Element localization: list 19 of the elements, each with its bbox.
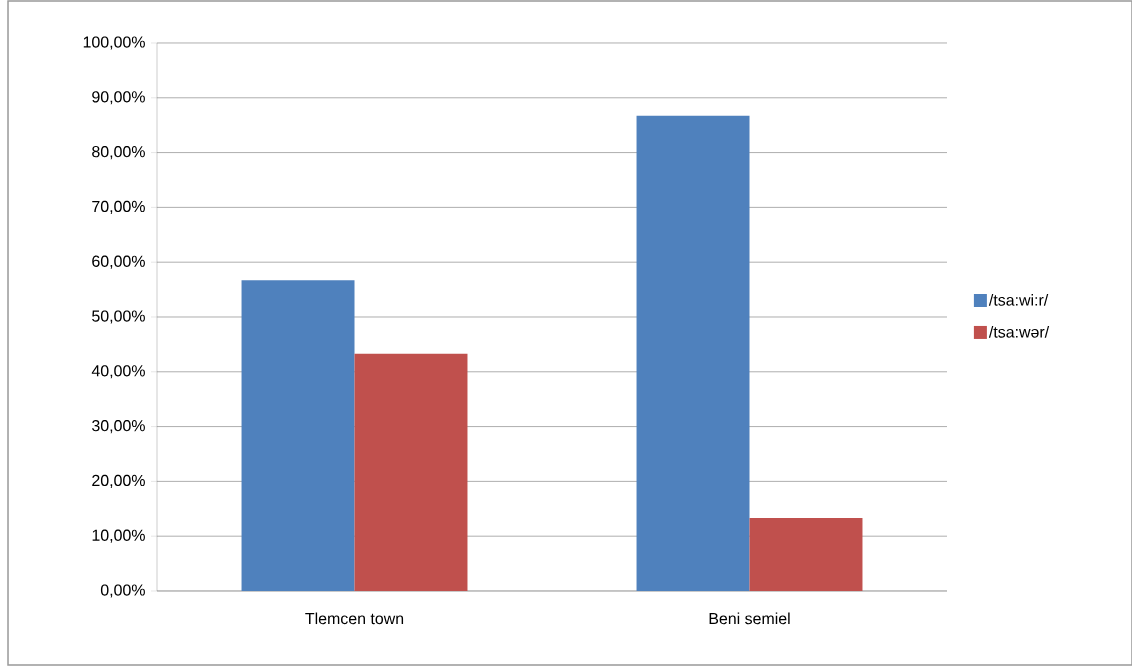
x-tick-label: Beni semiel [709, 612, 790, 625]
y-tick-label: 100,00% [83, 36, 145, 50]
bar [636, 115, 750, 591]
y-tick-label: 90,00% [92, 91, 145, 105]
y-tick-label: 40,00% [91, 365, 145, 379]
bar [354, 353, 468, 591]
y-tick-label: 0,00% [100, 584, 145, 598]
y-tick-label: 30,00% [92, 420, 145, 434]
y-tick-label: 20,00% [92, 474, 145, 488]
x-tick-label: Tlemcen town [305, 612, 404, 625]
legend-label: /tsa:wi:r/ [988, 294, 1049, 306]
y-tick-label: 60,00% [92, 255, 145, 269]
y-tick-label: 80,00% [92, 146, 145, 160]
bar [749, 518, 863, 591]
y-tick-label: 10,00% [92, 529, 145, 543]
y-tick-label: 70,00% [92, 200, 145, 214]
legend-label: /tsa:wər/ [988, 325, 1050, 338]
y-tick-label: 50,00% [92, 310, 145, 324]
bar [241, 280, 355, 591]
